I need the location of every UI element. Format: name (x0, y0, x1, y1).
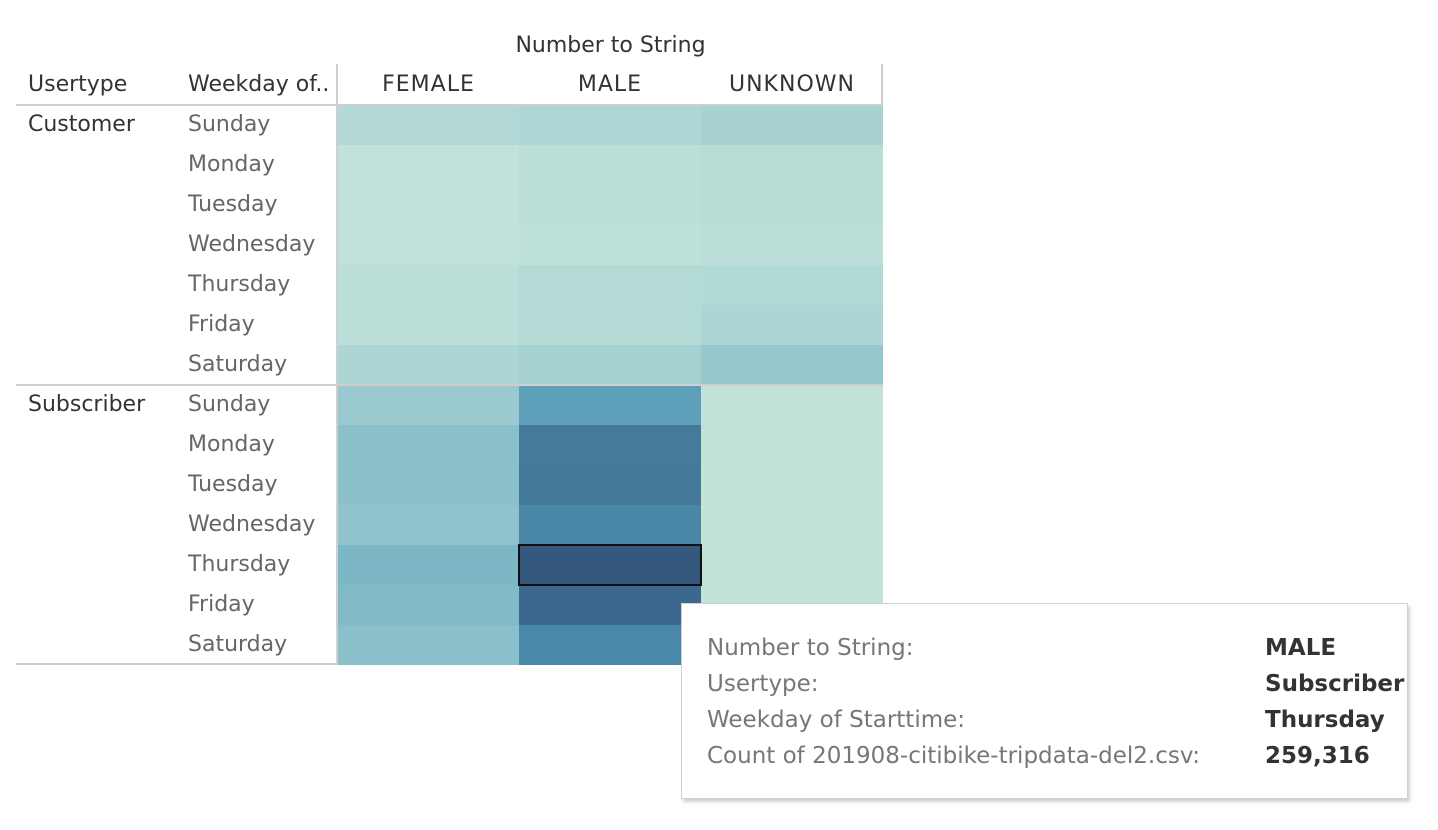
heatmap-cell-subscriber-saturday-female[interactable] (338, 625, 519, 665)
weekday-label-thursday[interactable]: Thursday (188, 552, 291, 577)
weekday-label-tuesday[interactable]: Tuesday (188, 192, 278, 217)
heatmap-cell-subscriber-thursday-unknown[interactable] (701, 545, 883, 585)
column-header-male[interactable]: MALE (577, 72, 643, 97)
heatmap-cell-subscriber-monday-female[interactable] (338, 425, 519, 465)
column-header-unknown[interactable]: UNKNOWN (729, 72, 855, 97)
heatmap-cell-subscriber-thursday-female[interactable] (338, 545, 519, 585)
heatmap-cell-customer-thursday-unknown[interactable] (701, 265, 883, 305)
weekday-label-saturday[interactable]: Saturday (188, 352, 288, 377)
tooltip-row-usertype: Usertype: Subscriber (707, 666, 1404, 702)
heatmap-cell-subscriber-saturday-male[interactable] (519, 625, 701, 665)
heatmap-cell-subscriber-sunday-female[interactable] (338, 385, 519, 425)
heatmap-cell-subscriber-friday-female[interactable] (338, 585, 519, 625)
column-group-title: Number to String (515, 33, 706, 58)
usertype-label-customer[interactable]: Customer (28, 112, 135, 137)
heatmap-cell-subscriber-wednesday-unknown[interactable] (701, 505, 883, 545)
weekday-label-monday[interactable]: Monday (188, 152, 275, 177)
tooltip: Number to String: MALE Usertype: Subscri… (681, 603, 1408, 799)
tooltip-key: Count of 201908-citibike-tripdata-del2.c… (707, 743, 1200, 769)
heatmap-cell-customer-tuesday-female[interactable] (338, 185, 519, 225)
divider-header (16, 104, 883, 106)
weekday-label-wednesday[interactable]: Wednesday (188, 512, 316, 537)
tooltip-value: Subscriber (1265, 671, 1405, 697)
heatmap-cell-customer-saturday-male[interactable] (519, 345, 701, 385)
heatmap-cell-customer-wednesday-unknown[interactable] (701, 225, 883, 265)
tooltip-row-weekday: Weekday of Starttime: Thursday (707, 702, 1385, 738)
heatmap-cell-customer-friday-unknown[interactable] (701, 305, 883, 345)
heatmap-cell-subscriber-tuesday-male[interactable] (519, 465, 701, 505)
heatmap-cell-customer-monday-female[interactable] (338, 145, 519, 185)
tooltip-value: MALE (1265, 635, 1337, 661)
heatmap-cell-customer-saturday-female[interactable] (338, 345, 519, 385)
weekday-label-sunday[interactable]: Sunday (188, 392, 271, 417)
heatmap-cell-customer-friday-female[interactable] (338, 305, 519, 345)
heatmap-cell-subscriber-sunday-unknown[interactable] (701, 385, 883, 425)
heatmap-cell-subscriber-tuesday-female[interactable] (338, 465, 519, 505)
usertype-header[interactable]: Usertype (28, 72, 128, 97)
weekday-label-thursday[interactable]: Thursday (188, 272, 291, 297)
weekday-label-sunday[interactable]: Sunday (188, 112, 271, 137)
weekday-label-wednesday[interactable]: Wednesday (188, 232, 316, 257)
heatmap-cell-customer-sunday-male[interactable] (519, 105, 701, 145)
tooltip-key: Usertype: (707, 671, 819, 697)
heatmap-cell-subscriber-wednesday-female[interactable] (338, 505, 519, 545)
tooltip-key: Number to String: (707, 635, 914, 661)
heatmap-cell-subscriber-friday-male[interactable] (519, 585, 701, 625)
tooltip-row-number-to-string: Number to String: MALE (707, 630, 1336, 666)
heatmap-cell-customer-monday-unknown[interactable] (701, 145, 883, 185)
heatmap-cell-subscriber-monday-male[interactable] (519, 425, 701, 465)
heatmap-cell-customer-tuesday-unknown[interactable] (701, 185, 883, 225)
divider-bottom (16, 663, 338, 665)
tooltip-value: Thursday (1265, 707, 1385, 733)
divider-group (16, 384, 883, 386)
heatmap-cell-subscriber-wednesday-male[interactable] (519, 505, 701, 545)
heatmap-cell-customer-wednesday-male[interactable] (519, 225, 701, 265)
heatmap-cell-customer-tuesday-male[interactable] (519, 185, 701, 225)
heatmap-cell-customer-sunday-unknown[interactable] (701, 105, 883, 145)
heatmap-cell-subscriber-thursday-male[interactable] (518, 544, 702, 586)
weekday-label-friday[interactable]: Friday (188, 312, 255, 337)
heatmap-cell-customer-thursday-female[interactable] (338, 265, 519, 305)
heatmap-cell-customer-sunday-female[interactable] (338, 105, 519, 145)
heatmap-cell-customer-thursday-male[interactable] (519, 265, 701, 305)
weekday-label-friday[interactable]: Friday (188, 592, 255, 617)
weekday-header[interactable]: Weekday of.. (188, 72, 330, 97)
weekday-label-saturday[interactable]: Saturday (188, 632, 288, 657)
tooltip-value: 259,316 (1265, 743, 1370, 769)
heatmap-cell-subscriber-tuesday-unknown[interactable] (701, 465, 883, 505)
divider-vertical (336, 64, 338, 665)
heatmap-cell-customer-wednesday-female[interactable] (338, 225, 519, 265)
usertype-label-subscriber[interactable]: Subscriber (28, 392, 146, 417)
tooltip-key: Weekday of Starttime: (707, 707, 966, 733)
tooltip-row-count: Count of 201908-citibike-tripdata-del2.c… (707, 738, 1370, 774)
heatmap-cell-customer-monday-male[interactable] (519, 145, 701, 185)
heatmap-cell-subscriber-sunday-male[interactable] (519, 385, 701, 425)
heatmap-cell-subscriber-monday-unknown[interactable] (701, 425, 883, 465)
divider-vertical-right (881, 64, 883, 104)
weekday-label-tuesday[interactable]: Tuesday (188, 472, 278, 497)
heatmap-cell-customer-friday-male[interactable] (519, 305, 701, 345)
heatmap-cell-customer-saturday-unknown[interactable] (701, 345, 883, 385)
weekday-label-monday[interactable]: Monday (188, 432, 275, 457)
column-header-female[interactable]: FEMALE (382, 72, 475, 97)
